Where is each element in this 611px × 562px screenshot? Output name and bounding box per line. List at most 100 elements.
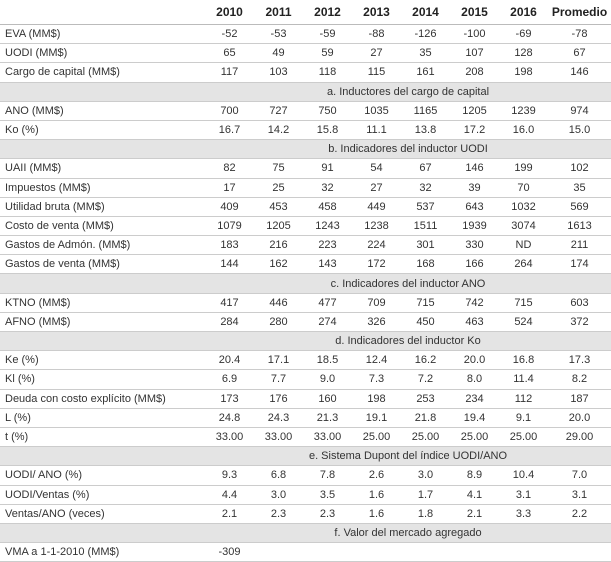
data-row: Kl (%) 6.9 7.7 9.0 7.3 7.2 8.0 11.4 8.2 — [0, 369, 611, 390]
cell: 107 — [450, 43, 499, 64]
cell: -309 — [205, 542, 254, 562]
header-row: 2010 2011 2012 2013 2014 2015 2016 Promedio — [0, 0, 611, 25]
cell: 326 — [352, 312, 401, 333]
cell: 449 — [352, 197, 401, 217]
cell: 29.00 — [548, 427, 611, 448]
section-row: a. Inductores del cargo de capital — [0, 82, 611, 102]
row-label: t (%) — [0, 427, 205, 448]
cell: 7.3 — [352, 369, 401, 390]
cell: 25.00 — [401, 427, 450, 448]
cell: 103 — [254, 62, 303, 83]
cell: 199 — [499, 158, 548, 179]
cell: 162 — [254, 254, 303, 275]
cell: 2.6 — [352, 465, 401, 486]
cell: -59 — [303, 24, 352, 45]
data-row: VMA a 1-1-2010 (MM$) -309 — [0, 542, 611, 562]
cell: 7.7 — [254, 369, 303, 390]
empty-cell — [499, 542, 548, 562]
cell: 224 — [352, 235, 401, 256]
cell: 11.1 — [352, 120, 401, 141]
cell: 3074 — [499, 216, 548, 237]
data-row: Impuestos (MM$) 17 25 32 27 32 39 70 35 — [0, 178, 611, 198]
row-label: UODI/Ventas (%) — [0, 485, 205, 505]
cell: 17.3 — [548, 350, 611, 371]
row-label: Cargo de capital (MM$) — [0, 62, 205, 83]
cell: 16.8 — [499, 350, 548, 371]
cell: 211 — [548, 235, 611, 256]
empty-cell — [303, 542, 352, 562]
cell: 1939 — [450, 216, 499, 237]
column-header: 2016 — [499, 0, 548, 25]
empty-cell — [548, 542, 611, 562]
data-row: L (%) 24.8 24.3 21.3 19.1 21.8 19.4 9.1 20.0 — [0, 408, 611, 428]
cell: 17 — [205, 178, 254, 198]
cell: 1.6 — [352, 504, 401, 524]
cell: 146 — [450, 158, 499, 179]
data-row: AFNO (MM$) 284 280 274 326 450 463 524 372 — [0, 312, 611, 333]
cell: 187 — [548, 389, 611, 409]
cell: -52 — [205, 24, 254, 45]
cell: -78 — [548, 24, 611, 45]
section-title: a. Inductores del cargo de capital — [0, 82, 611, 102]
cell: 16.0 — [499, 120, 548, 141]
cell: 280 — [254, 312, 303, 333]
cell: 25.00 — [499, 427, 548, 448]
cell: 372 — [548, 312, 611, 333]
cell: 2.3 — [303, 504, 352, 524]
cell: 417 — [205, 293, 254, 313]
cell: 1238 — [352, 216, 401, 237]
row-label: UODI/ ANO (%) — [0, 465, 205, 486]
cell: 91 — [303, 158, 352, 179]
cell: 75 — [254, 158, 303, 179]
section-title: c. Indicadores del inductor ANO — [0, 273, 611, 294]
cell: 234 — [450, 389, 499, 409]
cell: 1243 — [303, 216, 352, 237]
data-row: Utilidad bruta (MM$) 409 453 458 449 537 643 10… — [0, 197, 611, 217]
cell: 1205 — [450, 101, 499, 121]
data-row: t (%) 33.00 33.00 33.00 25.00 25.00 25.00 25.00… — [0, 427, 611, 448]
cell: 183 — [205, 235, 254, 256]
column-header: 2011 — [254, 0, 303, 25]
cell: 33.00 — [303, 427, 352, 448]
cell: 198 — [352, 389, 401, 409]
row-label: EVA (MM$) — [0, 24, 205, 45]
cell: 33.00 — [205, 427, 254, 448]
cell: 742 — [450, 293, 499, 313]
row-label: L (%) — [0, 408, 205, 428]
cell: 143 — [303, 254, 352, 275]
cell: 117 — [205, 62, 254, 83]
cell: 2.2 — [548, 504, 611, 524]
data-row: UODI (MM$) 65 49 59 27 35 107 128 67 — [0, 43, 611, 64]
cell: 19.4 — [450, 408, 499, 428]
cell: 27 — [352, 43, 401, 64]
cell: 16.2 — [401, 350, 450, 371]
cell: 264 — [499, 254, 548, 275]
row-label: Gastos de Admón. (MM$) — [0, 235, 205, 256]
row-label: AFNO (MM$) — [0, 312, 205, 333]
cell: 21.3 — [303, 408, 352, 428]
cell: 2.3 — [254, 504, 303, 524]
table-body: EVA (MM$) -52 -53 -59 -88 -126 -100 -69 -78 UODI … — [0, 24, 611, 562]
empty-cell — [401, 542, 450, 562]
cell: 27 — [352, 178, 401, 198]
cell: 7.0 — [548, 465, 611, 486]
header-blank — [0, 0, 205, 25]
data-row: Ko (%) 16.7 14.2 15.8 11.1 13.8 17.2 16.0 15.0 — [0, 120, 611, 141]
cell: 25.00 — [352, 427, 401, 448]
cell: 1079 — [205, 216, 254, 237]
cell: 174 — [548, 254, 611, 275]
cell: 715 — [401, 293, 450, 313]
cell: 67 — [401, 158, 450, 179]
data-row: Ventas/ANO (veces) 2.1 2.3 2.3 1.6 1.8 2.1 3.3 2… — [0, 504, 611, 524]
data-row: UODI/Ventas (%) 4.4 3.0 3.5 1.6 1.7 4.1 3.1 3.1 — [0, 485, 611, 505]
cell: 198 — [499, 62, 548, 83]
cell: 11.4 — [499, 369, 548, 390]
cell: 7.2 — [401, 369, 450, 390]
cell: 49 — [254, 43, 303, 64]
cell: 6.8 — [254, 465, 303, 486]
cell: 223 — [303, 235, 352, 256]
section-title: f. Valor del mercado agregado — [0, 523, 611, 544]
row-label: Kl (%) — [0, 369, 205, 390]
cell: -126 — [401, 24, 450, 45]
